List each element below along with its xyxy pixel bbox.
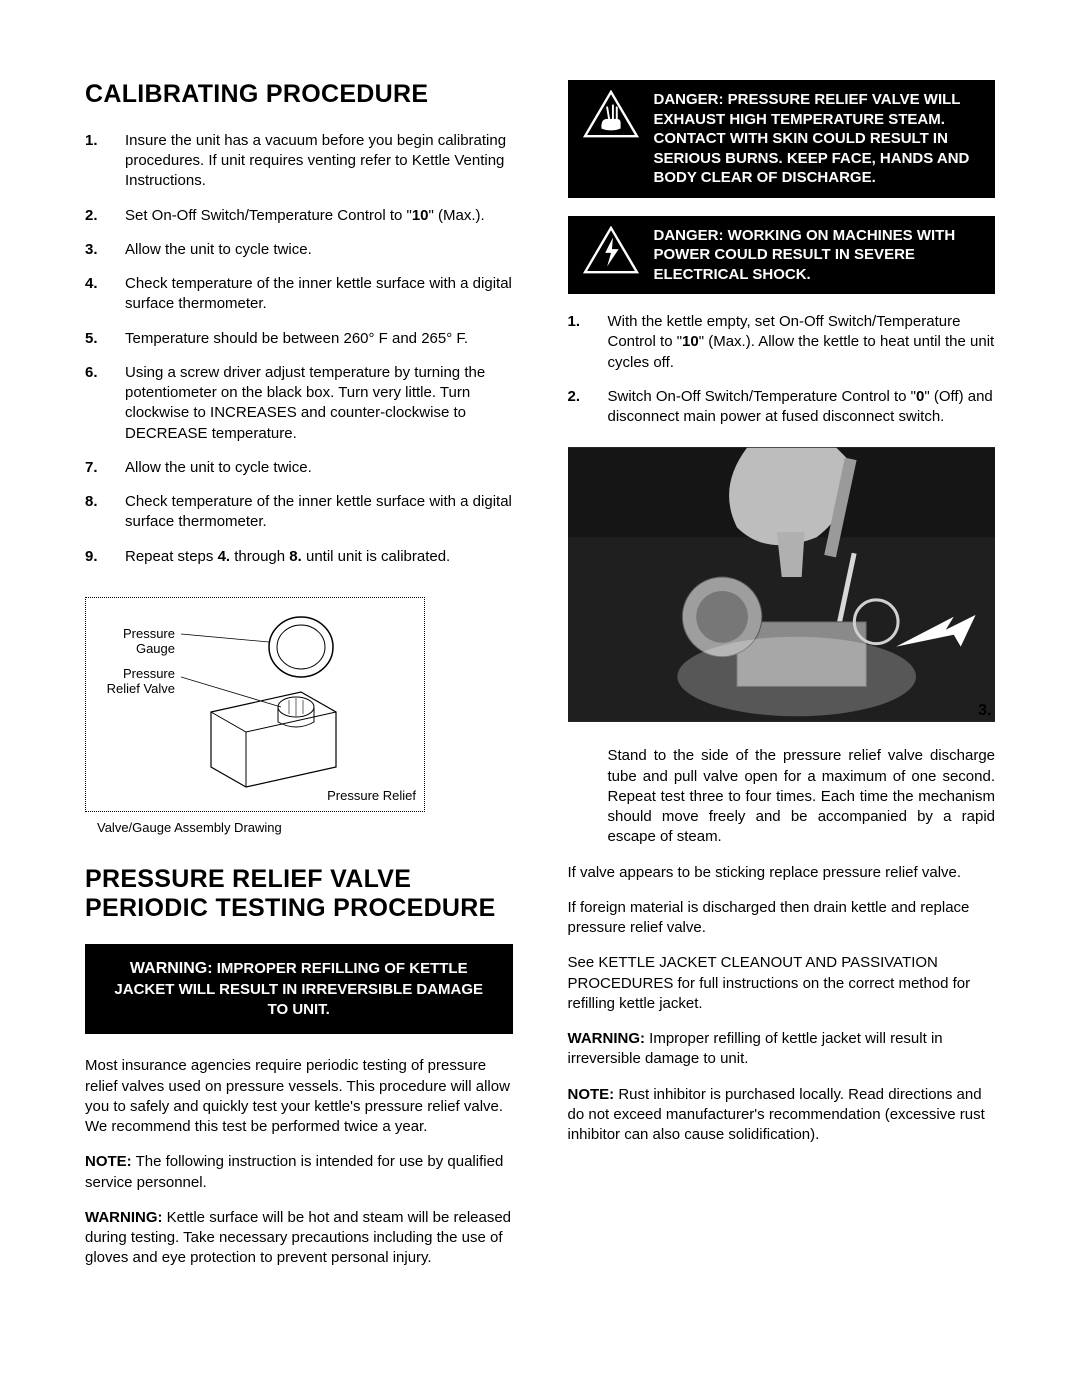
paragraph-note-rust: NOTE: Rust inhibitor is purchased locall… [568, 1085, 996, 1146]
valve-gauge-illustration [181, 612, 381, 792]
step-9: Repeat steps 4. through 8. until unit is… [85, 547, 513, 567]
right-column: DANGER: PRESSURE RELIEF VALVE WILL EXHAU… [568, 80, 996, 1284]
danger-electrical-box: DANGER: WORKING ON MACHINES WITH POWER C… [568, 216, 996, 295]
paragraph-note-qualified: NOTE: The following instruction is inten… [85, 1152, 513, 1193]
heading-prv-testing: PRESSURE RELIEF VALVE PERIODIC TESTING P… [85, 865, 513, 923]
test-step-3-wrapper: 3. [568, 728, 996, 746]
diagram-label-pressure-relief-valve: Pressure Relief Valve [100, 666, 175, 697]
calibrating-steps: Insure the unit has a vacuum before you … [85, 131, 513, 567]
steam-danger-icon [582, 90, 640, 140]
testing-steps: With the kettle empty, set On-Off Switch… [568, 312, 996, 427]
paragraph-sticking: If valve appears to be sticking replace … [568, 863, 996, 883]
step-8: Check temperature of the inner kettle su… [85, 492, 513, 533]
two-column-layout: CALIBRATING PROCEDURE Insure the unit ha… [85, 80, 995, 1284]
step-3: Allow the unit to cycle twice. [85, 240, 513, 260]
valve-adjustment-photo [568, 447, 996, 722]
warning-improper-refilling: WARNING: IMPROPER REFILLING OF KETTLE JA… [85, 944, 513, 1034]
step-6: Using a screw driver adjust temperature … [85, 363, 513, 444]
paragraph-warning-hot: WARNING: Kettle surface will be hot and … [85, 1208, 513, 1269]
diagram-label-pressure-relief: Pressure Relief [327, 788, 416, 803]
paragraph-insurance: Most insurance agencies require periodic… [85, 1056, 513, 1137]
diagram-label-pressure-gauge: Pressure Gauge [100, 626, 175, 657]
step-5: Temperature should be between 260° F and… [85, 329, 513, 349]
paragraph-cleanout: See KETTLE JACKET CLEANOUT AND PASSIVATI… [568, 953, 996, 1014]
electrical-danger-icon [582, 226, 640, 276]
danger-steam-text: DANGER: PRESSURE RELIEF VALVE WILL EXHAU… [654, 90, 982, 188]
step-2: Set On-Off Switch/Temperature Control to… [85, 206, 513, 226]
danger-electrical-text: DANGER: WORKING ON MACHINES WITH POWER C… [654, 226, 982, 285]
paragraph-foreign-material: If foreign material is discharged then d… [568, 898, 996, 939]
photo-illustration [568, 447, 996, 722]
paragraph-warning-refill: WARNING: Improper refilling of kettle ja… [568, 1029, 996, 1070]
left-column: CALIBRATING PROCEDURE Insure the unit ha… [85, 80, 513, 1284]
test-step-2: Switch On-Off Switch/Temperature Control… [568, 387, 996, 428]
step-1: Insure the unit has a vacuum before you … [85, 131, 513, 192]
test-step-1: With the kettle empty, set On-Off Switch… [568, 312, 996, 373]
diagram-caption: Valve/Gauge Assembly Drawing [85, 820, 513, 835]
step-7: Allow the unit to cycle twice. [85, 458, 513, 478]
valve-gauge-diagram: Pressure Gauge Pressure Relief Valve Pr [85, 597, 425, 812]
test-step-3-text: Stand to the side of the pressure relief… [568, 746, 996, 847]
heading-calibrating: CALIBRATING PROCEDURE [85, 80, 513, 109]
step-4: Check temperature of the inner kettle su… [85, 274, 513, 315]
step-3-number: 3. [958, 702, 998, 720]
danger-steam-box: DANGER: PRESSURE RELIEF VALVE WILL EXHAU… [568, 80, 996, 198]
